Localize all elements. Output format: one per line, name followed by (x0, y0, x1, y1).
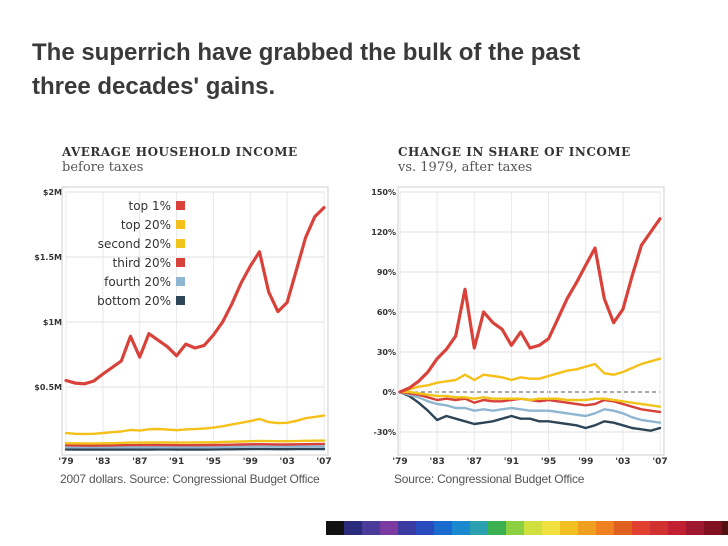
right-series (398, 217, 662, 432)
right-y-ticks: 150% 120% 90% 60% 30% 0% -30% (371, 188, 396, 437)
color-bar-swatch-8 (470, 521, 488, 535)
left-ytick-label-3: $0.5M (34, 383, 62, 392)
right-series-line-top-1- (398, 217, 662, 394)
legend-swatch-3 (176, 258, 185, 267)
left-xtick-label-2: '87 (132, 457, 147, 467)
left-grid (65, 191, 325, 452)
right-ytick-label-6: -30% (374, 428, 396, 437)
left-chart-subtitle: before taxes (62, 160, 144, 175)
color-bar-swatch-7 (452, 521, 470, 535)
right-xtick-label-3: '91 (504, 457, 519, 467)
color-bar-swatch-10 (506, 521, 524, 535)
color-bar-swatch-4 (398, 521, 416, 535)
color-bar-swatch-17 (632, 521, 650, 535)
left-series-line-bottom-20- (64, 447, 326, 451)
legend: top 1% top 20% second 20% third 20% fourth 2… (97, 199, 185, 308)
right-xtick-label-1: '83 (430, 457, 445, 467)
right-ytick-label-1: 120% (371, 228, 396, 237)
right-xtick-label-2: '87 (467, 457, 482, 467)
slide-title: The superrich have grabbed the bulk of t… (32, 36, 692, 104)
right-xtick-label-6: '03 (615, 457, 630, 467)
color-bar-swatch-14 (578, 521, 596, 535)
legend-swatch-0 (176, 201, 185, 210)
right-ytick-label-5: 0% (382, 388, 396, 397)
color-bar-swatch-13 (560, 521, 578, 535)
left-series-line-fourth-20- (64, 445, 326, 449)
left-xtick-label-0: '79 (58, 457, 73, 467)
left-series-line-top-1- (64, 206, 326, 386)
slide-title-line2: three decades' gains. (32, 73, 276, 100)
left-series-line-top-20- (64, 414, 326, 436)
color-bar-swatch-18 (650, 521, 668, 535)
legend-label-3: third 20% (113, 256, 171, 270)
legend-swatch-5 (176, 296, 185, 305)
left-x-ticks: '79 '83 '87 '91 '95 '99 '03 '07 (58, 457, 331, 467)
decorative-color-bar (326, 521, 728, 535)
color-bar-swatch-12 (542, 521, 560, 535)
left-ytick-label-2: $1M (43, 318, 62, 327)
left-xtick-label-3: '91 (169, 457, 184, 467)
right-chart-title: CHANGE IN SHARE OF INCOME (398, 145, 631, 159)
legend-label-2: second 20% (98, 237, 171, 251)
color-bar-swatch-15 (596, 521, 614, 535)
color-bar-swatch-9 (488, 521, 506, 535)
right-series-line-bottom-20- (398, 390, 662, 432)
right-ytick-label-4: 30% (377, 348, 396, 357)
left-xtick-label-7: '07 (316, 457, 331, 467)
legend-label-4: fourth 20% (104, 275, 171, 289)
color-bar-swatch-6 (434, 521, 452, 535)
right-series-line-second-20- (398, 390, 662, 408)
left-xtick-label-1: '83 (95, 457, 110, 467)
right-xtick-label-4: '95 (541, 457, 556, 467)
right-xtick-label-5: '99 (578, 457, 593, 467)
left-xtick-label-5: '99 (243, 457, 258, 467)
legend-label-0: top 1% (128, 199, 171, 213)
right-xtick-label-7: '07 (652, 457, 667, 467)
color-bar-swatch-19 (668, 521, 686, 535)
legend-swatch-2 (176, 239, 185, 248)
right-ytick-label-3: 60% (377, 308, 396, 317)
color-bar-swatch-22 (722, 521, 728, 535)
legend-swatch-4 (176, 277, 185, 286)
left-series (64, 206, 326, 451)
right-ytick-label-0: 150% (371, 188, 396, 197)
color-bar-swatch-21 (704, 521, 722, 535)
legend-swatch-1 (176, 220, 185, 229)
right-x-ticks: '79 '83 '87 '91 '95 '99 '03 '07 (392, 457, 667, 467)
left-xtick-label-6: '03 (280, 457, 295, 467)
right-chart-subtitle: vs. 1979, after taxes (398, 160, 533, 175)
left-ytick-label-1: $1.5M (34, 253, 62, 262)
left-xtick-label-4: '95 (206, 457, 221, 467)
right-chart-source: Source: Congressional Budget Office (394, 472, 585, 486)
left-plot-background (61, 186, 329, 456)
right-series-line-top-20- (398, 357, 662, 394)
left-series-line-third-20- (64, 442, 326, 447)
left-chart-title: AVERAGE HOUSEHOLD INCOME (62, 145, 298, 159)
color-bar-swatch-5 (416, 521, 434, 535)
left-series-line-second-20- (64, 439, 326, 445)
color-bar-swatch-0 (326, 521, 344, 535)
legend-label-5: bottom 20% (97, 294, 171, 308)
color-bar-swatch-16 (614, 521, 632, 535)
right-xtick-label-0: '79 (392, 457, 407, 467)
right-series-line-fourth-20- (398, 390, 662, 424)
color-bar-swatch-1 (344, 521, 362, 535)
legend-label-1: top 20% (121, 218, 171, 232)
color-bar-swatch-2 (362, 521, 380, 535)
right-ytick-label-2: 90% (377, 268, 396, 277)
slide-title-line1: The superrich have grabbed the bulk of t… (32, 39, 581, 66)
left-y-ticks: $2M $1.5M $1M $0.5M (34, 188, 62, 392)
color-bar-swatch-3 (380, 521, 398, 535)
color-bar-swatch-20 (686, 521, 704, 535)
left-ytick-label-0: $2M (43, 188, 62, 197)
color-bar-swatch-11 (524, 521, 542, 535)
left-chart-source: 2007 dollars. Source: Congressional Budg… (60, 472, 320, 486)
